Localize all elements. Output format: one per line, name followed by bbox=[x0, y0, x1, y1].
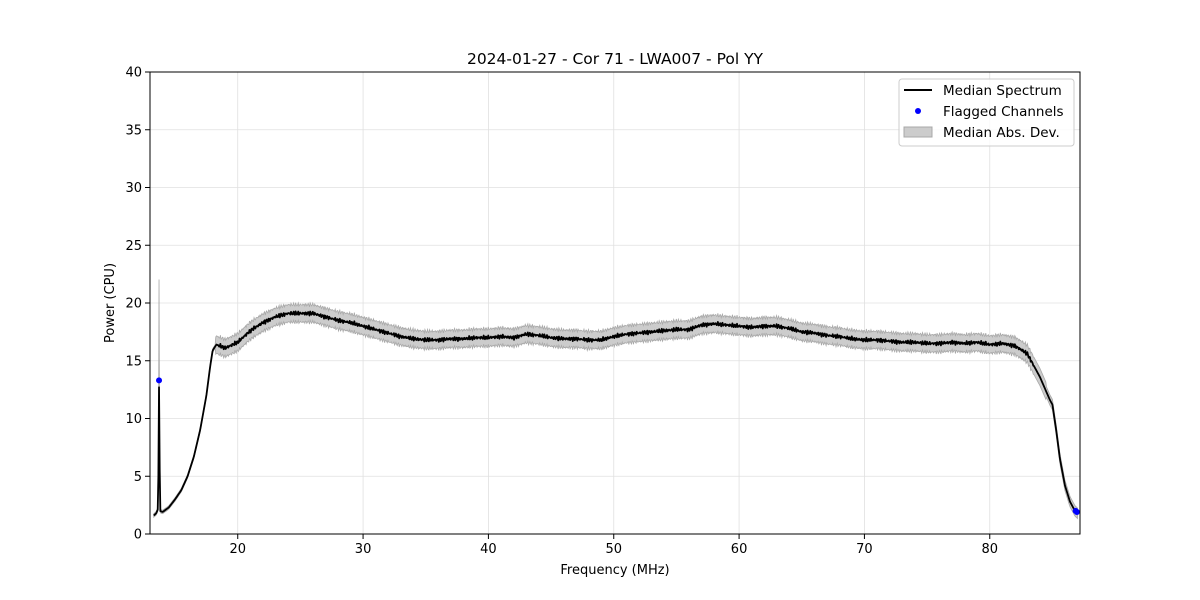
legend-box bbox=[898, 78, 1075, 147]
chart-title: 2024-01-27 - Cor 71 - LWA007 - Pol YY bbox=[467, 50, 764, 68]
y-tick-label: 0 bbox=[134, 528, 142, 543]
y-tick-label: 10 bbox=[125, 412, 142, 427]
x-tick-label: 80 bbox=[981, 542, 998, 557]
x-axis-label: Frequency (MHz) bbox=[560, 563, 669, 578]
x-tick-label: 20 bbox=[229, 542, 246, 557]
y-tick-label: 30 bbox=[125, 181, 142, 196]
legend-median-spectrum: Median Spectrum bbox=[943, 83, 1062, 99]
median-line-layer bbox=[153, 310, 1079, 517]
legend-flagged-marker bbox=[915, 108, 921, 114]
x-tick-label: 70 bbox=[856, 542, 873, 557]
x-tick-label: 60 bbox=[731, 542, 748, 557]
y-tick-label: 20 bbox=[125, 297, 142, 312]
flagged-channel-point bbox=[1073, 509, 1080, 516]
y-tick-label: 35 bbox=[125, 123, 142, 138]
legend-mad-swatch bbox=[903, 126, 933, 138]
legend-median-abs-dev: Median Abs. Dev. bbox=[943, 125, 1060, 141]
x-tick-label: 40 bbox=[480, 542, 497, 557]
flagged-points-layer bbox=[156, 377, 1080, 516]
y-tick-label: 25 bbox=[125, 239, 142, 254]
median-spectrum-line bbox=[153, 310, 1079, 517]
y-tick-label: 15 bbox=[125, 354, 142, 369]
y-tick-label: 40 bbox=[125, 66, 142, 81]
y-tick-label: 5 bbox=[134, 470, 142, 485]
legend-flagged-channels: Flagged Channels bbox=[943, 104, 1064, 120]
y-axis-label: Power (CPU) bbox=[103, 263, 118, 343]
x-tick-label: 50 bbox=[605, 542, 622, 557]
legend: Median Spectrum Flagged Channels Median … bbox=[898, 78, 1075, 147]
x-tick-label: 30 bbox=[355, 542, 372, 557]
axis-ticks: 20 30 40 50 60 70 80 0 5 10 15 20 25 30 35 40 bbox=[125, 66, 998, 558]
flagged-channel-point bbox=[156, 377, 163, 384]
